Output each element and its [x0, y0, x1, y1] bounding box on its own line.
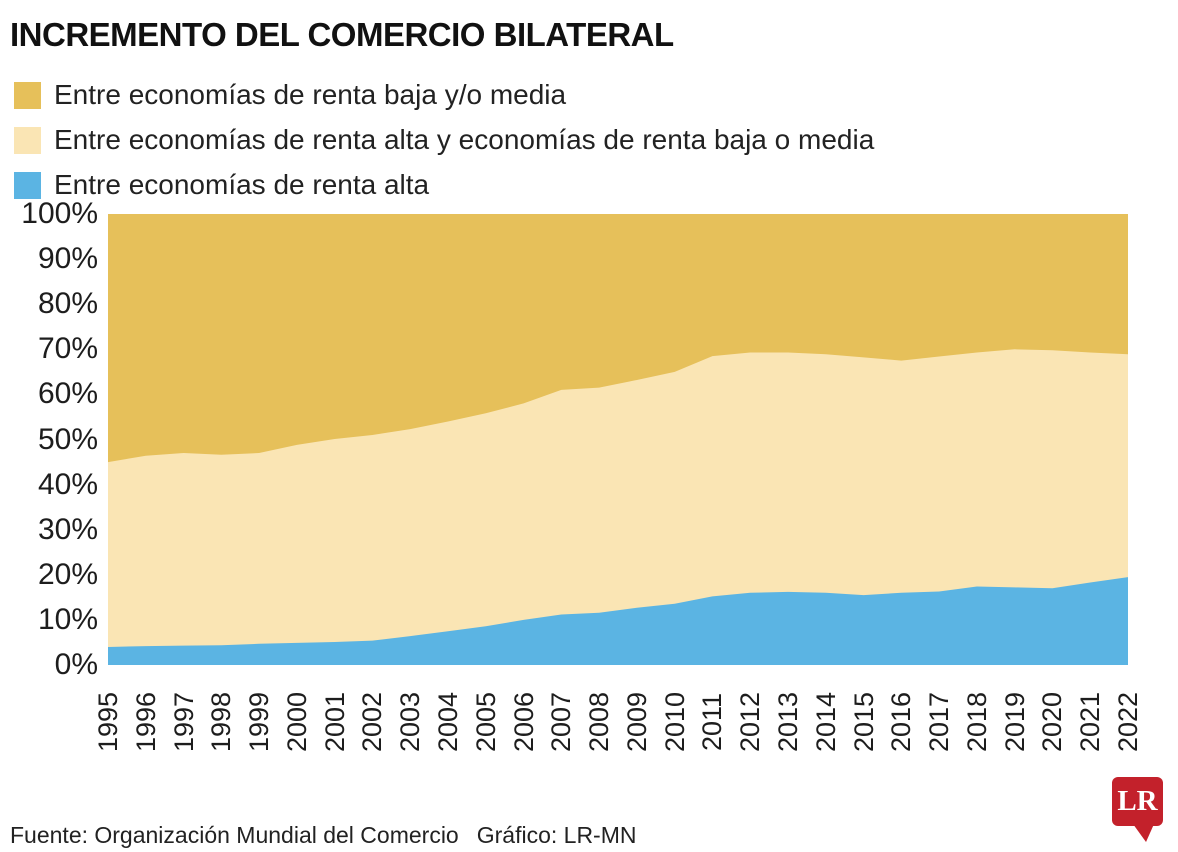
- page-title: INCREMENTO DEL COMERCIO BILATERAL: [10, 16, 674, 53]
- x-axis-label: 2018: [961, 691, 992, 753]
- y-axis-label: 30%: [37, 512, 98, 546]
- lr-logo: LR: [1112, 777, 1163, 843]
- y-axis-label: 40%: [37, 467, 98, 501]
- x-axis-label: 2013: [772, 691, 803, 753]
- lr-logo-bubble: LR: [1112, 777, 1163, 826]
- x-axis-label: 2017: [923, 691, 954, 753]
- x-axis-label: 2006: [508, 691, 539, 753]
- x-axis-label: 1996: [130, 691, 161, 753]
- x-axis-label: 2015: [848, 691, 879, 753]
- x-axis-label: 1995: [92, 691, 123, 753]
- x-axis-label: 2022: [1112, 691, 1143, 753]
- x-axis-label: 2001: [319, 691, 350, 753]
- x-axis-label: 2009: [621, 691, 652, 753]
- legend-swatch-blue: [14, 171, 41, 199]
- y-axis-label: 0%: [54, 648, 98, 681]
- legend-item-renta-mixta: Entre economías de renta alta y economía…: [14, 125, 874, 155]
- stacked-area-chart: [108, 214, 1128, 665]
- x-axis-label: 2019: [999, 691, 1030, 753]
- legend-item-renta-alta: Entre economías de renta alta: [14, 170, 874, 200]
- source-text: Fuente: Organización Mundial del Comerci…: [10, 822, 459, 848]
- x-axis-label: 2010: [659, 691, 690, 753]
- x-axis-label: 1999: [243, 691, 274, 753]
- x-axis-label: 2004: [432, 691, 463, 753]
- footer: Fuente: Organización Mundial del Comerci…: [10, 822, 636, 849]
- x-axis-label: 2007: [545, 691, 576, 753]
- y-axis-label: 50%: [37, 422, 98, 456]
- x-axis-label: 2000: [281, 691, 312, 753]
- y-axis-label: 20%: [37, 557, 98, 591]
- y-axis-label: 90%: [37, 242, 98, 276]
- lr-logo-tail: [1133, 824, 1154, 842]
- legend-label: Entre economías de renta alta y economía…: [54, 124, 875, 155]
- area-renta-mixta: [108, 349, 1128, 665]
- x-axis-label: 2021: [1074, 691, 1105, 753]
- y-axis-label: 60%: [37, 377, 98, 411]
- y-axis-label: 80%: [37, 287, 98, 321]
- legend-label: Entre economías de renta alta: [54, 169, 430, 200]
- legend-swatch-gold: [14, 81, 41, 109]
- area-renta-alta: [108, 577, 1128, 665]
- y-axis-label: 10%: [37, 602, 98, 636]
- legend-swatch-cream: [14, 126, 41, 154]
- x-axis-label: 2014: [810, 691, 841, 753]
- x-axis-label: 1998: [205, 691, 236, 753]
- x-axis-label: 2012: [734, 691, 765, 753]
- chart-legend: Entre economías de renta baja y/o media …: [14, 80, 874, 200]
- x-axis-label: 2008: [583, 691, 614, 753]
- x-axis-label: 2003: [394, 691, 425, 753]
- y-axis-label: 70%: [37, 332, 98, 366]
- x-axis-label: 2020: [1036, 691, 1067, 753]
- x-axis-label: 2002: [356, 691, 387, 753]
- x-axis-label: 2016: [885, 691, 916, 753]
- legend-item-renta-baja-media: Entre economías de renta baja y/o media: [14, 80, 874, 110]
- credit-text: Gráfico: LR-MN: [476, 822, 637, 848]
- y-axis-label: 100%: [21, 197, 98, 230]
- legend-label: Entre economías de renta baja y/o media: [54, 79, 567, 110]
- x-axis-label: 2005: [470, 691, 501, 753]
- chart-plot-area: [108, 214, 1128, 665]
- x-axis-label: 1997: [168, 691, 199, 753]
- x-axis-label: 2011: [696, 692, 727, 752]
